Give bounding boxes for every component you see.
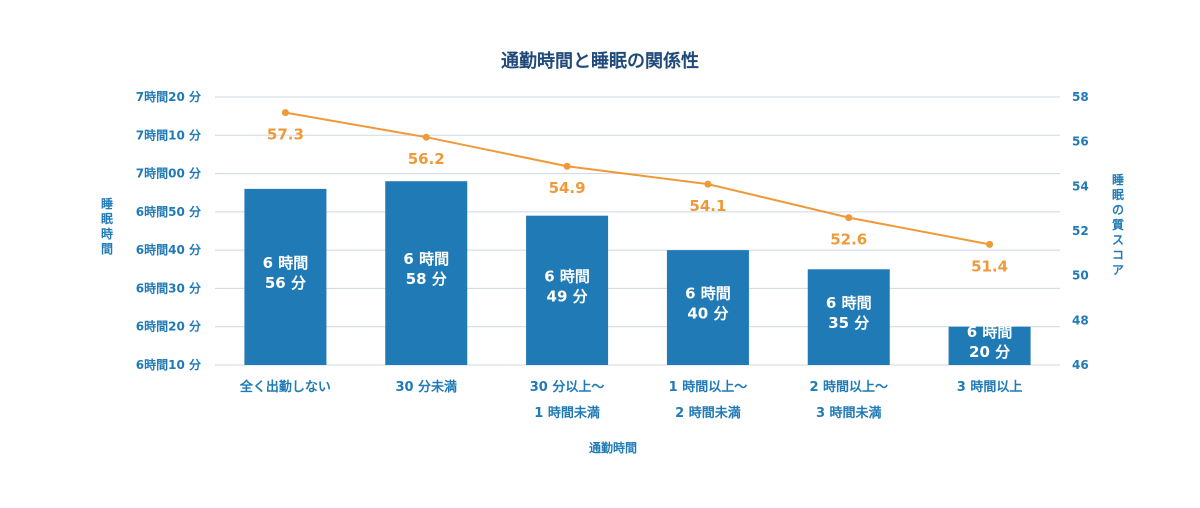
y-tick-label: 6時間10 分 bbox=[136, 357, 201, 372]
bar bbox=[666, 250, 749, 365]
score-point bbox=[422, 133, 430, 141]
x-category-label: 1 時間以上～ bbox=[669, 379, 748, 395]
gridlines bbox=[215, 96, 1060, 366]
chart-title: 通勤時間と睡眠の関係性 bbox=[501, 50, 699, 72]
score-line bbox=[285, 111, 990, 246]
bar-value-label: 6 時間 bbox=[967, 323, 1013, 341]
bar-value-label: 56 分 bbox=[265, 274, 306, 292]
bar-value-label: 6 時間 bbox=[544, 267, 590, 285]
score-point bbox=[704, 180, 712, 188]
bar-value-label: 58 分 bbox=[406, 270, 447, 288]
bar-value-label: 40 分 bbox=[687, 305, 728, 323]
bar-value-label: 49 分 bbox=[547, 287, 588, 305]
y2-axis-title: 睡眠の質スコア bbox=[1112, 172, 1124, 277]
bar-value-label: 6 時間 bbox=[685, 285, 731, 303]
y-tick-label: 6時間20 分 bbox=[136, 319, 201, 334]
bar-series: 6 時間 56 分 6 時間 58 分 6 時間 49 分 6 時間 40 分 6 時間 35 分… bbox=[244, 181, 1031, 365]
score-point bbox=[845, 214, 853, 222]
x-category-label: 全く出勤しない bbox=[239, 379, 331, 395]
score-value-label: 54.1 bbox=[689, 197, 726, 215]
bar-value-label: 6 時間 bbox=[826, 294, 872, 312]
x-category-label: 1 時間未満 bbox=[534, 405, 600, 421]
score-value-label: 57.3 bbox=[267, 126, 304, 144]
bar bbox=[807, 269, 890, 365]
score-value-label: 52.6 bbox=[830, 231, 867, 249]
y-tick-label: 7時間10 分 bbox=[136, 127, 201, 142]
score-point bbox=[986, 240, 994, 248]
y2-tick-label: 46 bbox=[1072, 358, 1089, 372]
x-category-label: 30 分未満 bbox=[395, 379, 457, 395]
y-tick-label: 7時間00 分 bbox=[136, 166, 201, 181]
y-axis-title: 睡眠時間 bbox=[101, 196, 113, 256]
y-tick-label: 6時間50 分 bbox=[136, 204, 201, 219]
bar-value-label: 6 時間 bbox=[263, 254, 309, 272]
y-tick-label: 7時間20 分 bbox=[136, 89, 201, 104]
x-category-label: 2 時間未満 bbox=[675, 405, 741, 421]
y2-tick-label: 48 bbox=[1072, 313, 1089, 327]
bar bbox=[244, 188, 327, 365]
x-axis-title: 通勤時間 bbox=[589, 440, 637, 455]
x-category-label: 2 時間以上～ bbox=[809, 379, 888, 395]
right-axis: 46 48 50 52 54 56 58 bbox=[1072, 90, 1089, 372]
score-line-series: 57.3 56.2 54.9 54.1 52.6 51.4 bbox=[267, 109, 1008, 275]
y2-tick-label: 50 bbox=[1072, 269, 1089, 283]
x-category-label: 30 分以上～ bbox=[530, 379, 605, 395]
bar bbox=[948, 326, 1031, 365]
x-category-label: 3 時間以上 bbox=[957, 379, 1023, 395]
score-value-label: 54.9 bbox=[549, 179, 586, 197]
x-category-label: 3 時間未満 bbox=[816, 405, 882, 421]
y-tick-label: 6時間40 分 bbox=[136, 242, 201, 257]
score-point bbox=[281, 109, 289, 117]
y-tick-label: 6時間30 分 bbox=[136, 280, 201, 295]
y2-tick-label: 58 bbox=[1072, 90, 1089, 104]
score-value-label: 56.2 bbox=[408, 150, 445, 168]
bar-value-label: 35 分 bbox=[828, 314, 869, 332]
bar bbox=[385, 181, 468, 365]
y2-tick-label: 56 bbox=[1072, 135, 1089, 149]
y2-tick-label: 52 bbox=[1072, 224, 1089, 238]
score-value-label: 51.4 bbox=[971, 257, 1008, 275]
bar-value-label: 20 分 bbox=[969, 343, 1010, 361]
x-axis: 全く出勤しない 30 分未満 30 分以上～ 1 時間未満 1 時間以上～ 2 時間未満 2… bbox=[239, 379, 1022, 421]
left-axis: 6時間10 分 6時間20 分 6時間30 分 6時間40 分 6時間50 分 7時間00… bbox=[136, 89, 201, 372]
bar-value-label: 6 時間 bbox=[403, 250, 449, 268]
score-point bbox=[563, 162, 571, 170]
bar bbox=[526, 215, 609, 365]
y2-tick-label: 54 bbox=[1072, 179, 1089, 193]
